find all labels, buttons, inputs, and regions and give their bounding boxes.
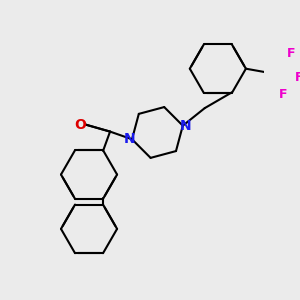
Text: N: N: [180, 119, 191, 133]
Text: F: F: [287, 47, 296, 60]
Text: N: N: [124, 132, 135, 146]
Text: F: F: [279, 88, 288, 100]
Text: O: O: [74, 118, 86, 132]
Text: F: F: [295, 71, 300, 84]
